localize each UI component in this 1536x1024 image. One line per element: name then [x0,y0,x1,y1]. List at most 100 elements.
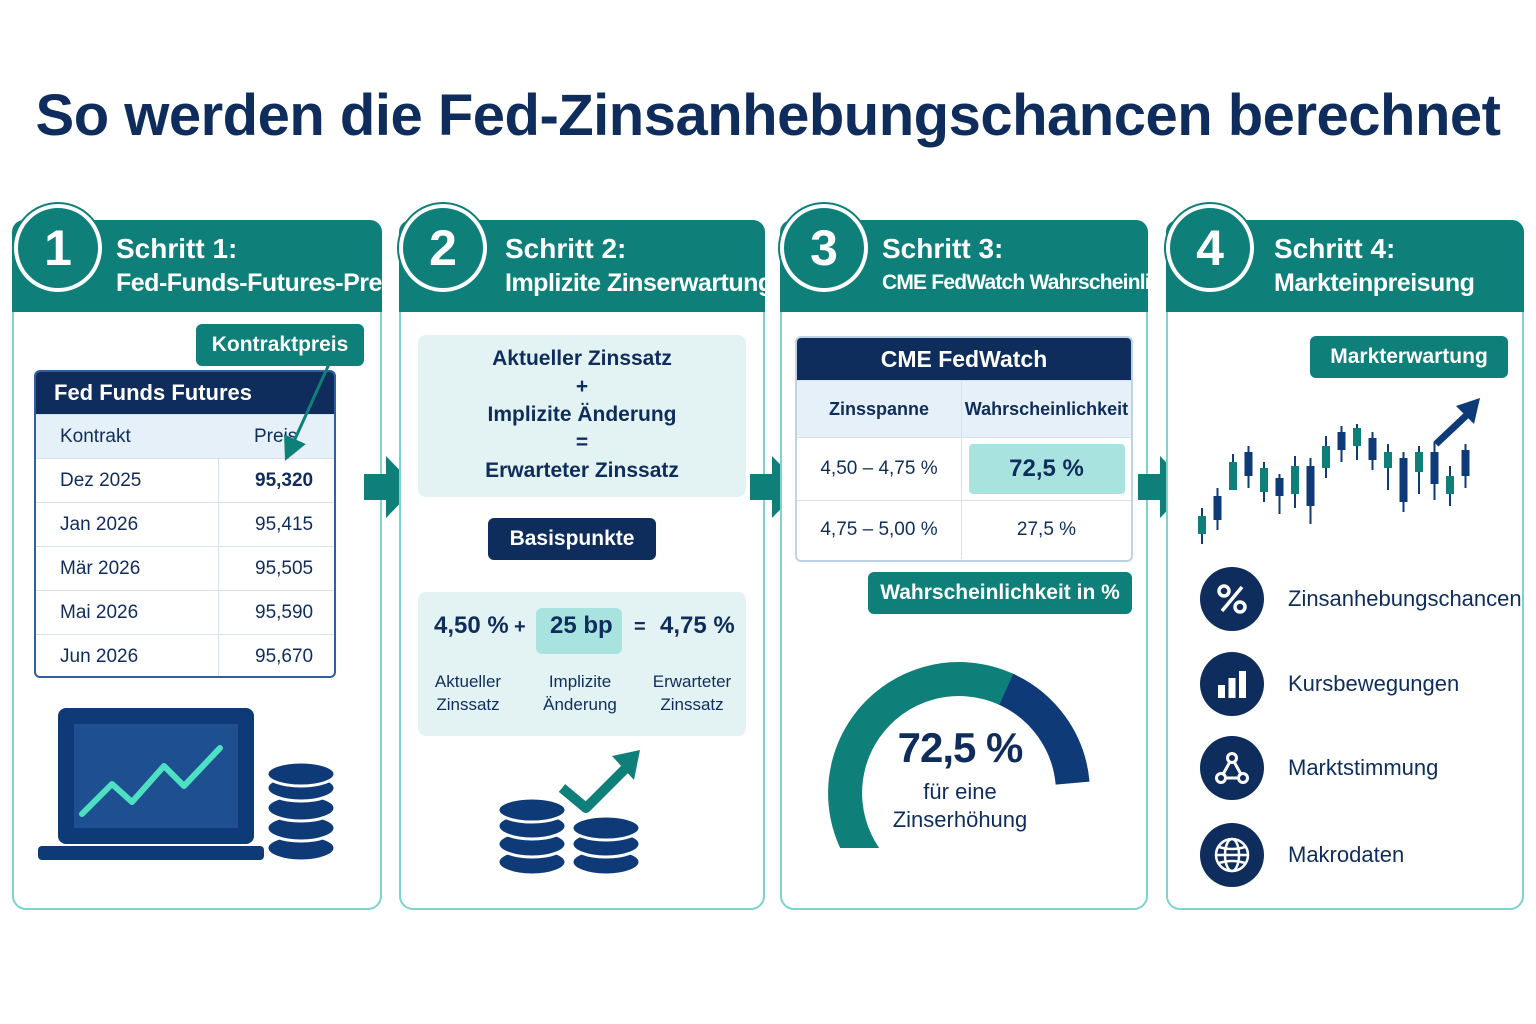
laptop-chart-icon [38,708,264,860]
table-row: Mär 2026 95,505 [36,546,334,590]
price-cell: 95,505 [255,557,314,579]
probability-gauge [828,662,1090,848]
table-row: Jun 2026 95,670 [36,634,334,676]
gauge-label: 72,5 % für eine Zinserhöhung [858,724,1062,834]
calc-box: 4,50 % + 25 bp = 4,75 % Aktueller Zinssa… [418,592,746,736]
calc-change-value: 25 bp [550,612,613,639]
futures-table: Fed Funds Futures Kontrakt Preis Dez 202… [34,370,336,678]
coin-stack-icon [265,760,337,863]
candle-body [1337,432,1346,450]
page-title: So werden die Fed-Zinsanhebungschancen b… [35,83,1501,148]
candle-body [1399,458,1408,502]
gauge-remainder-arc [997,672,1090,786]
formula-line-expected: Erwarteter Zinssatz [485,459,679,482]
network-icon [1200,736,1264,800]
globe-icon [1200,823,1264,887]
trend-arrow-shaft [1433,409,1473,447]
step-3-subtitle: CME FedWatch Wahrscheinlichkeit [882,271,1207,294]
candle-body [1213,496,1222,520]
col-kontrakt: Kontrakt [60,425,131,447]
calc-label-current-2: Zinssatz [436,695,500,714]
step-2-label: Schritt 2: [505,233,627,264]
change-highlight [536,608,622,654]
col-wahrscheinlichkeit: Wahrscheinlichkeit [964,398,1129,419]
candle-body [1291,466,1299,494]
formula-equals: = [575,431,589,454]
step-3-panel: 3 Schritt 3: CME FedWatch Wahrscheinlich… [780,204,1207,910]
candle-body [1306,466,1315,506]
calc-current-value: 4,50 % [434,612,509,639]
calc-plus: + [514,616,526,638]
flow-arrow-1 [364,456,416,518]
step-1-label: Schritt 1: [116,233,238,264]
formula-plus: + [575,375,589,398]
contract-cell: Dez 2025 [36,459,219,502]
fedwatch-table-title: CME FedWatch [797,338,1131,380]
table-row: Dez 2025 95,320 [36,458,334,502]
candle-body [1430,452,1439,484]
contract-cell: Mär 2026 [36,547,219,590]
step-1-title: Schritt 1: Fed-Funds-Futures-Preise [116,232,416,300]
legend-label: Zinsanhebungschancen [1288,586,1522,611]
markterwartung-callout: Markterwartung [1310,336,1508,378]
step-4-panel: 4 Schritt 4: Markteinpreisung [1166,204,1524,910]
gauge-line-1: für eine [923,779,997,804]
candle-body [1322,446,1330,468]
step-4-title: Schritt 4: Markteinpreisung [1274,232,1475,300]
step-3-badge: 3 [780,204,868,292]
bar-chart-icon [1200,652,1264,716]
basispunkte-callout: Basispunkte [488,518,656,560]
kontraktpreis-pointer [284,361,332,461]
fedwatch-table: CME FedWatch Zinsspanne Wahrscheinlichke… [795,336,1133,562]
candle-body [1446,476,1454,494]
contract-cell: Mai 2026 [36,591,219,634]
contract-cell: Jan 2026 [36,503,219,546]
probability-callout: Wahrscheinlichkeit in % [868,572,1132,614]
coins-up-arrow-icon [496,750,642,877]
formula-line-change: Implizite Änderung [487,403,677,426]
step-2-subtitle: Implizite Zinserwartung [505,269,773,297]
price-cell: 95,320 [255,469,314,491]
percent-icon [1200,567,1264,631]
table-row: 4,75 – 5,00 % 27,5 % [797,500,1131,559]
table-row: 4,50 – 4,75 % 72,5 % [797,437,1131,500]
legend-item-marktstimmung: Marktstimmung [1200,735,1438,801]
calc-label-expected-1: Erwarteter [652,672,732,691]
table-row: Mai 2026 95,590 [36,590,334,634]
price-cell: 95,670 [255,645,314,667]
candle-body [1260,468,1268,492]
calc-label-change-2: Änderung [543,695,617,714]
legend-item-kursbewegungen: Kursbewegungen [1200,651,1459,717]
calc-label-current: Aktueller Zinssatz [418,670,518,716]
legend-label: Kursbewegungen [1288,671,1460,696]
calc-label-current-1: Aktueller [434,672,502,691]
probability-cell: 27,5 % [1016,519,1077,540]
calc-label-change: Implizite Änderung [530,670,630,716]
trend-arrow-head [1456,398,1480,424]
futures-table-title: Fed Funds Futures [36,372,334,414]
step-4-badge: 4 [1166,204,1254,292]
step-1-badge: 1 [14,204,102,292]
table-row: Jan 2026 95,415 [36,502,334,546]
step-2-badge: 2 [399,204,487,292]
calc-equals: = [634,616,646,638]
formula-box: Aktueller Zinssatz + Implizite Änderung … [418,335,746,497]
calc-label-change-1: Implizite [548,672,612,691]
candle-body [1353,428,1361,446]
candle-body [1198,516,1206,534]
kontraktpreis-callout: Kontraktpreis [196,324,364,366]
range-cell: 4,75 – 5,00 % [797,501,962,559]
col-zinsspanne: Zinsspanne [797,381,962,437]
price-cell: 95,415 [255,513,314,535]
gauge-line-2: Zinserhöhung [892,807,1028,832]
candlestick-chart-icon [1198,398,1480,544]
step-1-subtitle: Fed-Funds-Futures-Preise [116,269,416,297]
probability-highlight: 72,5 % [968,444,1125,494]
flow-arrow-2 [750,456,802,518]
candle-body [1461,450,1470,476]
legend-label: Marktstimmung [1288,755,1439,780]
contract-cell: Jun 2026 [36,635,219,676]
candle-body [1368,438,1377,460]
step-2-title: Schritt 2: Implizite Zinserwartung [505,232,773,300]
step-3-title: Schritt 3: CME FedWatch Wahrscheinlichke… [882,232,1207,300]
